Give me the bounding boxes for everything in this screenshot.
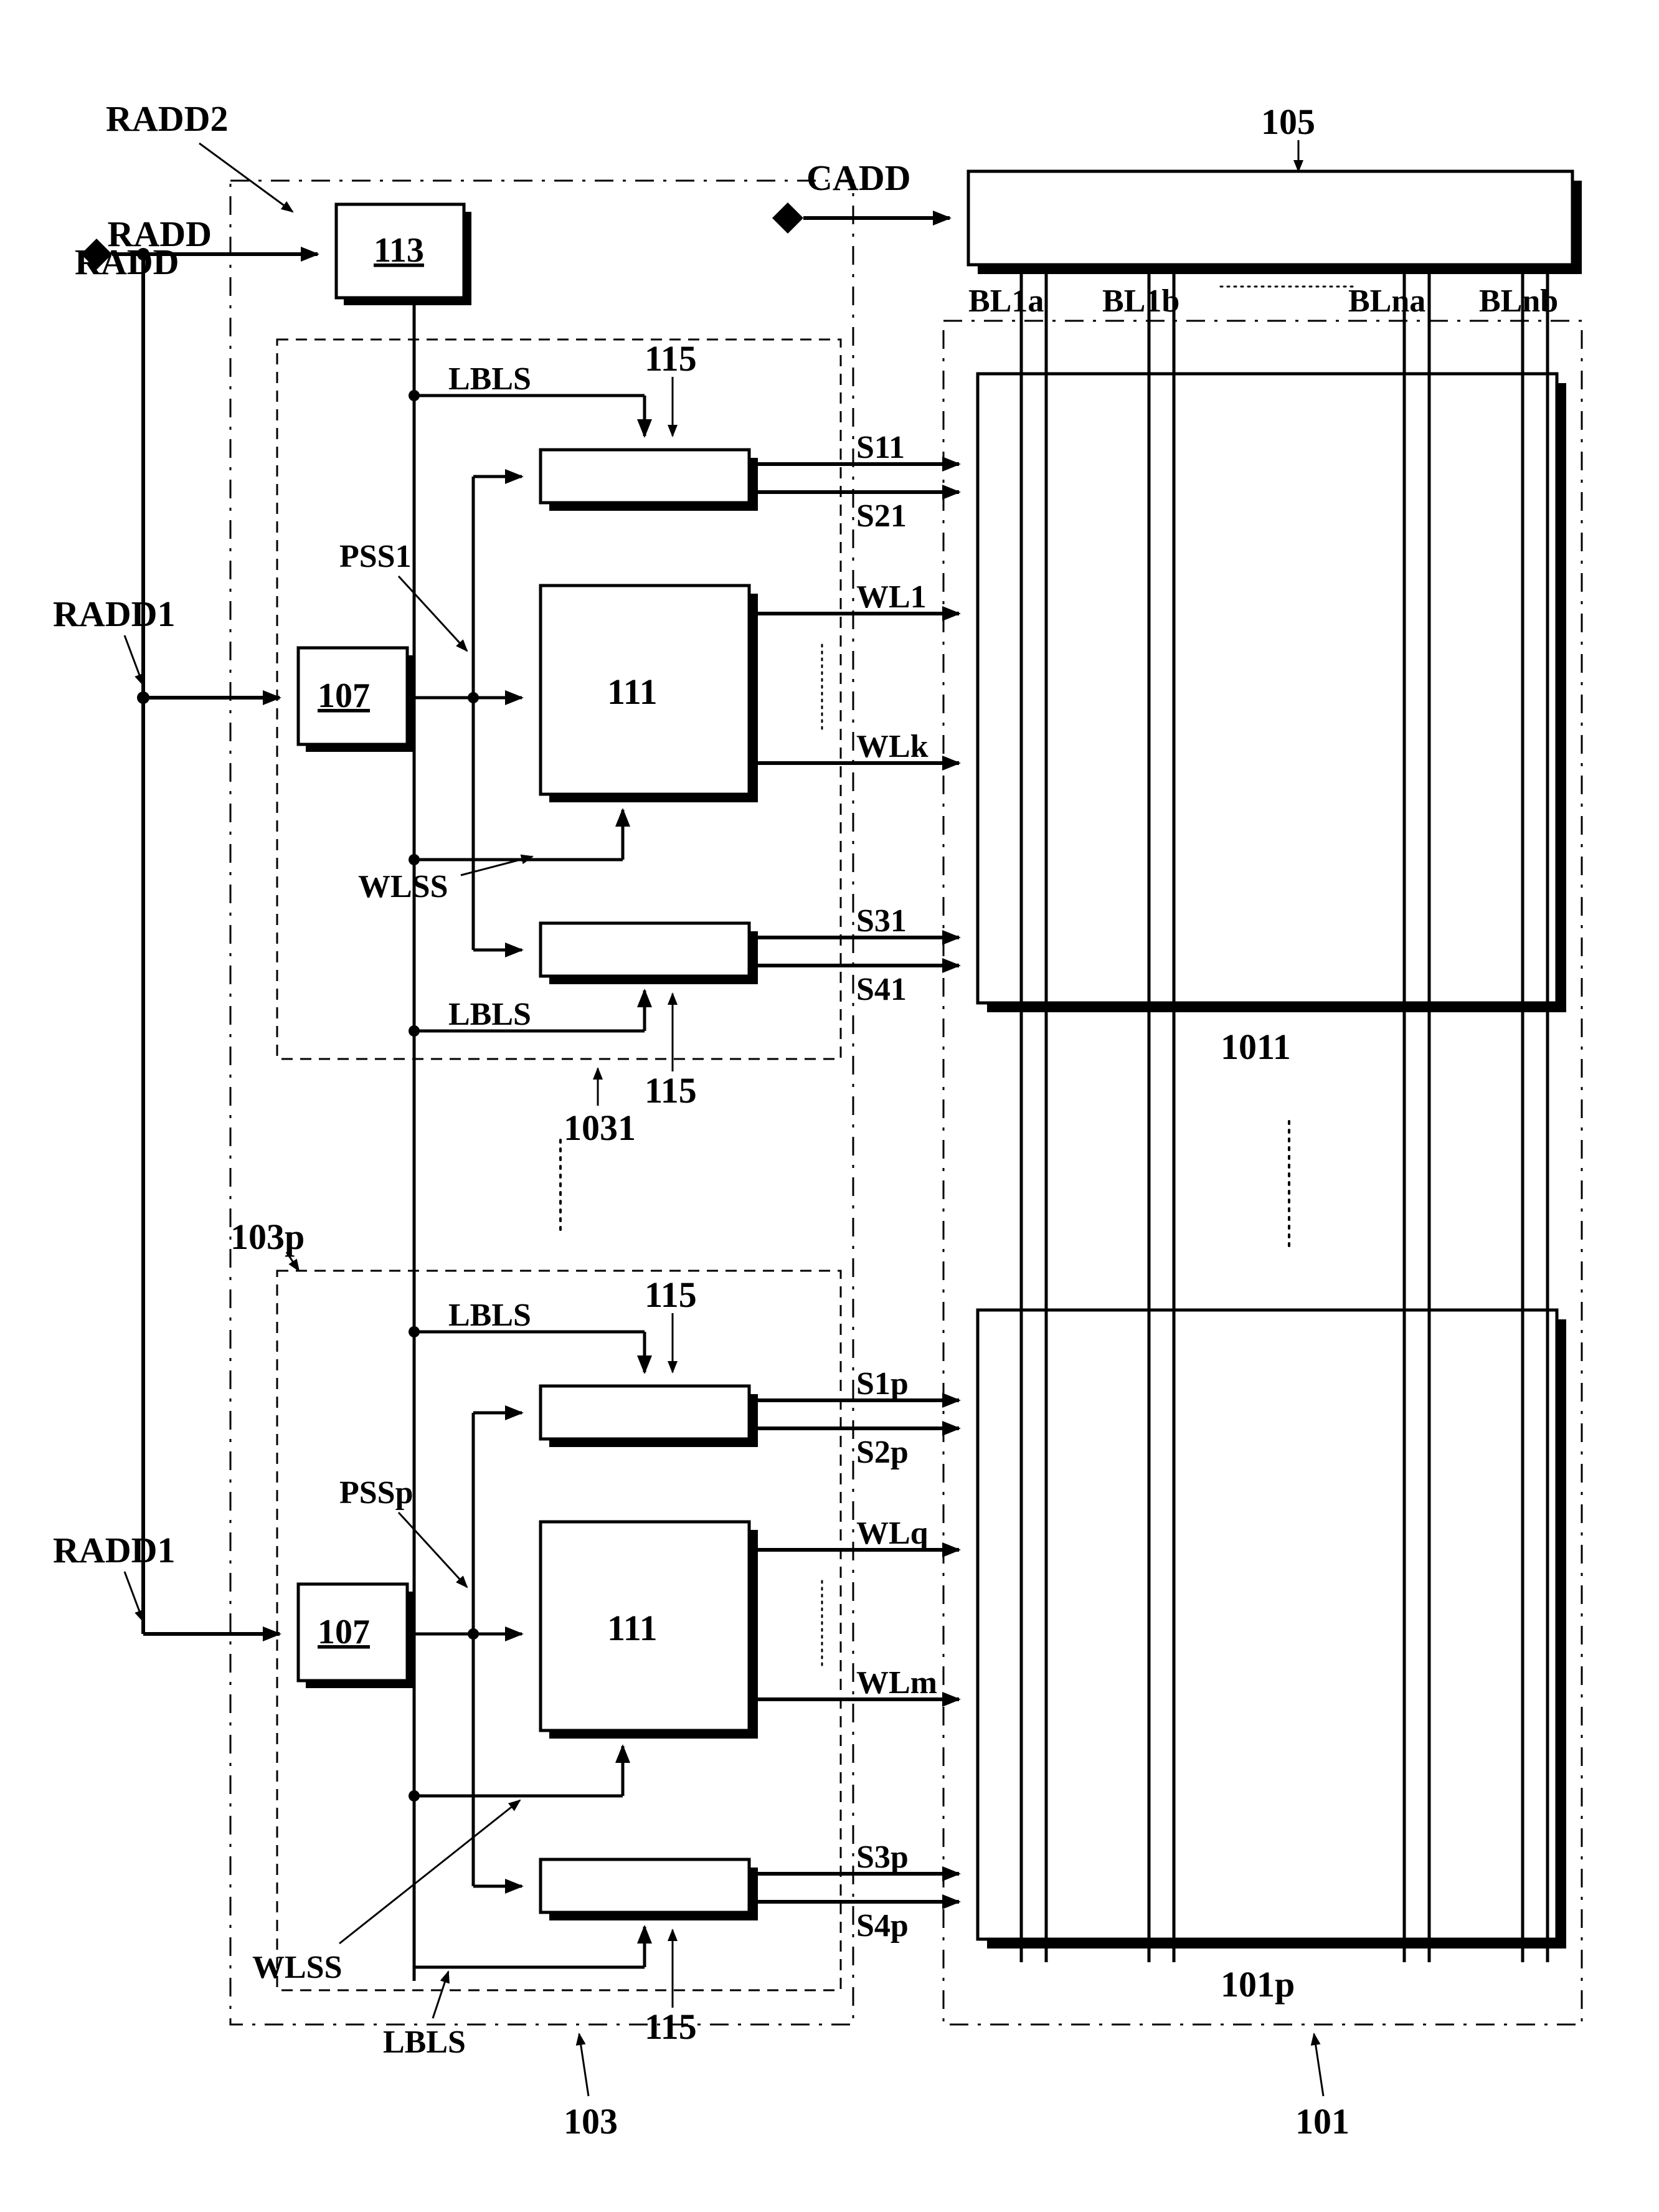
label-wlk: WLk <box>856 729 929 764</box>
label-radd-real: RADD <box>75 242 179 282</box>
label-111-1: 111 <box>607 672 658 712</box>
label-wlm: WLm <box>856 1665 937 1701</box>
label-103: 103 <box>564 2101 618 2142</box>
label-101p: 101p <box>1221 1964 1295 2005</box>
label-s31: S31 <box>856 903 907 939</box>
label-107-1: 107 <box>318 676 370 715</box>
label-1011: 1011 <box>1221 1027 1291 1067</box>
label-pss1: PSS1 <box>339 539 412 574</box>
label-blna: BLna <box>1348 283 1425 319</box>
label-wlss-2: WLSS <box>252 1950 343 1985</box>
label-111-2: 111 <box>607 1608 658 1648</box>
label-s41: S41 <box>856 972 907 1007</box>
label-107-2: 107 <box>318 1613 370 1651</box>
label-s1p: S1p <box>856 1366 909 1402</box>
label-blnb: BLnb <box>1479 283 1558 319</box>
label-s3p: S3p <box>856 1839 909 1875</box>
label-wl1: WL1 <box>856 579 927 615</box>
label-bl1a: BL1a <box>968 283 1044 319</box>
label-radd1-1: RADD1 <box>53 594 176 634</box>
label-s4p: S4p <box>856 1908 909 1944</box>
label-s2p: S2p <box>856 1435 909 1470</box>
label-101: 101 <box>1295 2101 1349 2142</box>
diagram-svg: 105 CADD 113 RADD2 RADD RADD RADD 107 RA… <box>0 0 1659 2212</box>
label-wlss-1: WLSS <box>358 869 448 904</box>
label-115-3: 115 <box>645 1275 697 1315</box>
label-115-1: 115 <box>645 338 697 379</box>
label-105: 105 <box>1261 102 1315 142</box>
label-115-4: 115 <box>645 2006 697 2047</box>
label-wlq: WLq <box>856 1516 929 1551</box>
label-lbls-1: LBLS <box>448 361 531 397</box>
label-103p: 103p <box>230 1217 305 1257</box>
label-bl1b: BL1b <box>1102 283 1179 319</box>
label-113: 113 <box>374 231 424 270</box>
label-pssp: PSSp <box>339 1475 414 1511</box>
label-cadd: CADD <box>806 158 911 198</box>
label-115-2: 115 <box>645 1070 697 1111</box>
label-1031: 1031 <box>564 1108 636 1148</box>
label-s11: S11 <box>856 430 905 465</box>
label-radd1-2: RADD1 <box>53 1530 176 1570</box>
label-lbls-2: LBLS <box>448 997 531 1032</box>
label-lbls-3: LBLS <box>448 1298 531 1333</box>
label-s21: S21 <box>856 498 907 534</box>
label-lbls-4: LBLS <box>383 2025 466 2060</box>
label-radd2: RADD2 <box>106 98 229 139</box>
